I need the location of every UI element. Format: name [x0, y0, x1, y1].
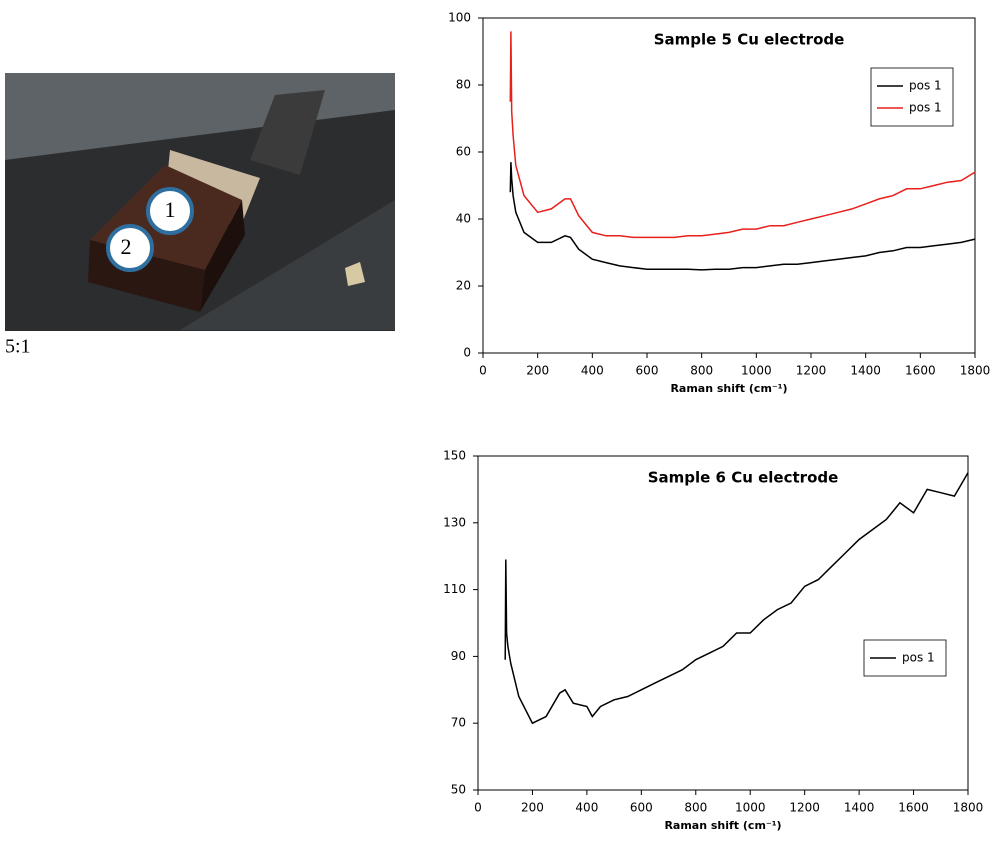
plot-frame — [482, 17, 976, 354]
x-tick-label: 1200 — [789, 801, 820, 815]
y-tick-label: 130 — [443, 515, 466, 529]
legend-box — [870, 67, 954, 127]
y-tick-label: 100 — [448, 11, 471, 25]
y-tick-label: 50 — [451, 783, 466, 797]
y-tick-label: 70 — [451, 716, 466, 730]
photo: 1 2 — [5, 73, 395, 331]
series-line — [509, 31, 976, 239]
series-line — [504, 472, 969, 725]
series-line — [509, 162, 976, 271]
x-tick-label: 1000 — [735, 801, 766, 815]
x-axis-label: Raman shift (cm⁻¹) — [664, 819, 781, 832]
x-tick-label: 800 — [690, 364, 713, 378]
chart-title: Sample 5 Cu electrode — [654, 31, 845, 49]
legend-label: pos 1 — [909, 101, 942, 115]
x-tick-label: 200 — [521, 801, 544, 815]
x-tick-label: 400 — [581, 364, 604, 378]
plot-frame — [477, 455, 969, 791]
y-tick-label: 40 — [456, 212, 471, 226]
x-tick-label: 1600 — [905, 364, 936, 378]
y-tick-label: 60 — [456, 145, 471, 159]
caption: 5:1 — [5, 336, 31, 358]
y-tick-label: 90 — [451, 649, 466, 663]
legend-label: pos 1 — [909, 79, 942, 93]
marker-label: 2 — [121, 234, 132, 259]
x-tick-label: 400 — [575, 801, 598, 815]
x-tick-label: 1800 — [960, 364, 991, 378]
legend-label: pos 1 — [902, 651, 935, 665]
x-tick-label: 600 — [630, 801, 653, 815]
x-tick-label: 1000 — [741, 364, 772, 378]
x-tick-label: 1200 — [796, 364, 827, 378]
x-tick-label: 600 — [636, 364, 659, 378]
x-tick-label: 1400 — [844, 801, 875, 815]
y-tick-label: 150 — [443, 449, 466, 463]
y-tick-label: 110 — [443, 582, 466, 596]
y-tick-label: 20 — [456, 279, 471, 293]
x-tick-label: 200 — [526, 364, 549, 378]
marker-label: 1 — [165, 197, 176, 222]
y-tick-label: 80 — [456, 78, 471, 92]
x-tick-label: 1400 — [850, 364, 881, 378]
y-tick-label: 0 — [463, 346, 471, 360]
x-tick-label: 0 — [479, 364, 487, 378]
x-tick-label: 0 — [474, 801, 482, 815]
x-tick-label: 1600 — [898, 801, 929, 815]
x-tick-label: 1800 — [953, 801, 984, 815]
x-tick-label: 800 — [684, 801, 707, 815]
chart-title: Sample 6 Cu electrode — [648, 469, 839, 487]
x-axis-label: Raman shift (cm⁻¹) — [670, 382, 787, 395]
